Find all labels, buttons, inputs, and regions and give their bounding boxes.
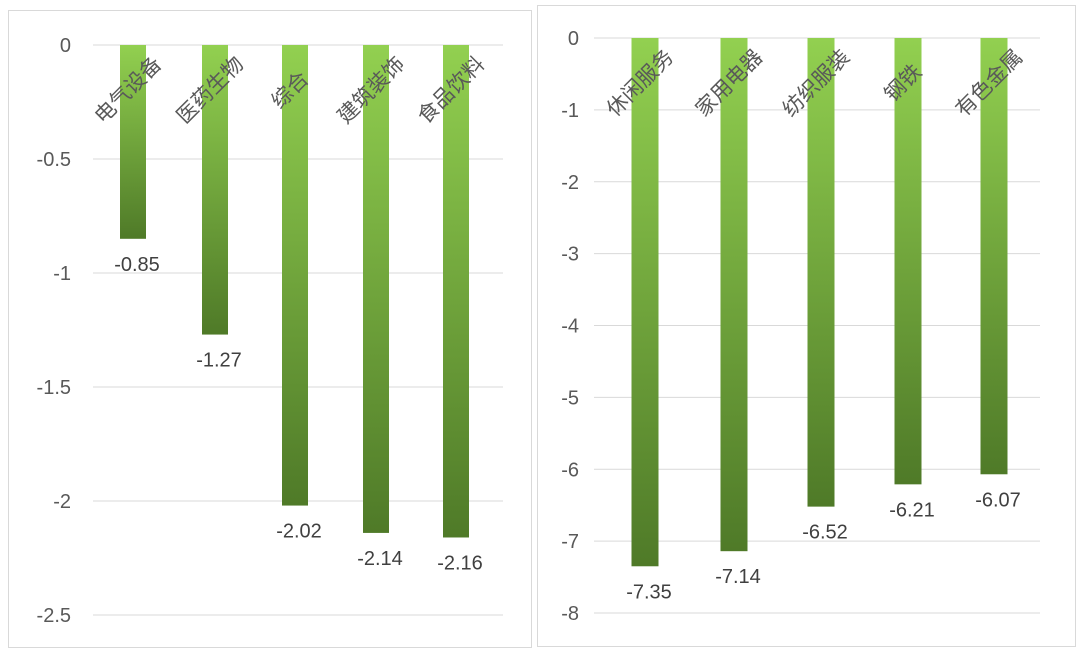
bar	[443, 45, 469, 538]
chart-left: 0 -0.5 -1 -1.5 -2 -2.5 -0.85 电气设备 -1.27 医药生物 -2.02…	[8, 10, 532, 648]
y-tick-label: 0	[60, 35, 71, 57]
bar	[202, 45, 228, 335]
data-label: -2.16	[437, 552, 483, 574]
y-tick-label: -3	[561, 244, 579, 266]
y-tick-label: -5	[561, 387, 579, 409]
chart-right: 0 -1 -2 -3 -4 -5 -6 -7 -8 -7.35 休闲服务 -7.14 家用电器 -6.52…	[537, 5, 1076, 647]
y-tick-label: -2	[53, 491, 71, 513]
data-label: -7.35	[626, 581, 672, 603]
y-tick-label: -0.5	[37, 149, 71, 171]
y-tick-label: -4	[561, 316, 579, 338]
bar	[631, 38, 659, 567]
bar	[282, 45, 308, 506]
y-tick-label: -2.5	[37, 605, 71, 627]
bar	[894, 38, 922, 485]
data-label: -7.14	[715, 566, 761, 588]
data-label: -1.27	[196, 350, 242, 372]
bar	[120, 45, 146, 239]
bar	[980, 38, 1008, 475]
bar	[363, 45, 389, 533]
chart-left-svg: 0-0.5-1-1.5-2-2.5-0.85电气设备-1.27医药生物-2.02…	[37, 35, 503, 627]
data-label: -6.07	[975, 489, 1021, 511]
y-tick-label: -7	[561, 531, 579, 553]
y-tick-label: -8	[561, 603, 579, 625]
bar	[720, 38, 748, 552]
y-tick-label: -6	[561, 459, 579, 481]
y-tick-label: -1.5	[37, 377, 71, 399]
data-label: -2.14	[357, 548, 403, 570]
bar	[807, 38, 835, 507]
y-tick-label: -1	[53, 263, 71, 285]
y-tick-label: -1	[561, 100, 579, 122]
y-tick-label: -2	[561, 172, 579, 194]
data-label: -6.21	[889, 499, 935, 521]
data-label: -2.02	[276, 521, 322, 543]
data-label: -0.85	[114, 254, 160, 276]
y-tick-label: 0	[568, 28, 579, 50]
chart-right-svg: 0-1-2-3-4-5-6-7-8-7.35休闲服务-7.14家用电器-6.52…	[561, 28, 1040, 625]
data-label: -6.52	[802, 522, 848, 544]
